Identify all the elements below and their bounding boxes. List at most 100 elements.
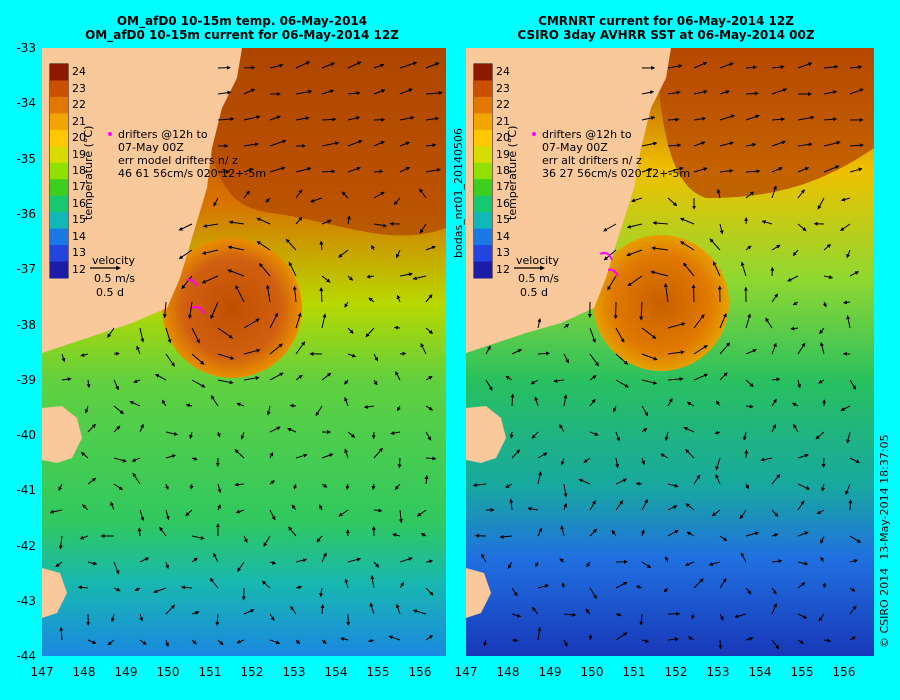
current-arrow (370, 575, 375, 589)
current-arrow (373, 140, 385, 147)
current-arrow (165, 353, 175, 367)
current-arrow (693, 89, 708, 95)
current-arrow (578, 478, 591, 485)
longitude-tick-label: 147 (30, 665, 54, 679)
current-arrow (390, 431, 401, 436)
current-arrow (771, 88, 788, 95)
current-arrow (399, 557, 413, 563)
current-arrow (816, 509, 825, 515)
current-arrow (667, 143, 682, 148)
current-arrow (425, 635, 434, 641)
current-arrow (363, 404, 375, 409)
current-arrow (256, 241, 271, 251)
current-arrow (760, 457, 773, 462)
colorbar-tick-label: 14 (72, 229, 86, 243)
current-arrow (243, 65, 256, 70)
current-arrow (641, 561, 652, 569)
colorbar-swatch (474, 80, 492, 98)
colorbar-tick-label: 18 (72, 164, 86, 177)
current-arrow (691, 284, 696, 303)
current-arrow (365, 327, 375, 338)
current-arrow (718, 639, 723, 650)
current-arrow (185, 403, 193, 408)
current-arrow (131, 457, 141, 462)
colorbar-tick-label: 22 (72, 98, 86, 112)
colorbar-swatch (50, 195, 68, 213)
timestamp-text: 13-May-2014 18:37:05 (878, 434, 891, 560)
current-arrow (745, 483, 749, 490)
current-arrow (823, 64, 839, 69)
current-arrow (849, 65, 863, 70)
current-arrow (425, 294, 433, 303)
current-arrow (113, 587, 121, 592)
current-arrow (344, 301, 349, 308)
current-arrow (136, 345, 141, 355)
current-arrow (745, 313, 752, 329)
colorbar-swatch (474, 162, 492, 180)
current-arrow (399, 115, 415, 121)
latitude-tick-label: -44 (16, 649, 36, 664)
current-arrow (347, 61, 362, 69)
current-arrow (537, 452, 548, 459)
current-arrow (213, 197, 219, 207)
left-title-line1: OM_afD0 10-15m temp. 06-May-2014 (116, 14, 368, 28)
land-tasmania-coast (42, 568, 67, 618)
current-arrow (315, 405, 323, 417)
current-arrow (373, 353, 379, 362)
current-arrow (650, 270, 669, 277)
current-arrow (771, 342, 777, 355)
warm-water-tongue (202, 48, 446, 236)
current-arrow (685, 503, 695, 511)
current-arrow (396, 249, 401, 259)
current-arrow (340, 637, 349, 641)
current-arrow (58, 483, 63, 492)
current-arrow (399, 581, 405, 589)
longitude-tick-label: 152 (664, 665, 688, 679)
current-arrow (217, 353, 235, 360)
current-arrow (667, 376, 684, 381)
current-arrow (660, 453, 669, 459)
current-arrow (191, 379, 206, 388)
current-arrow (347, 327, 354, 334)
current-arrow (846, 249, 851, 259)
current-arrow (373, 508, 383, 513)
current-arrow (227, 245, 245, 251)
current-arrow (505, 375, 513, 381)
current-arrow (691, 613, 696, 620)
current-arrow (693, 474, 701, 485)
current-arrow (641, 428, 648, 433)
current-arrow (165, 509, 170, 520)
current-arrow (820, 535, 825, 544)
current-arrow (87, 423, 96, 433)
current-arrow (821, 457, 826, 468)
colorbar-tick-label: 18 (496, 164, 510, 177)
current-arrow (243, 348, 261, 355)
current-arrow (159, 526, 167, 537)
colorbar-tick-label: 13 (496, 246, 510, 260)
current-arrow (822, 582, 827, 589)
current-arrow (664, 431, 669, 441)
current-arrow (369, 602, 375, 615)
longitude-tick-label: 156 (832, 665, 856, 679)
current-arrow (745, 114, 760, 121)
left-velocity-speed: 0.5 m/s (94, 272, 136, 285)
current-arrow (319, 287, 324, 303)
current-arrow (797, 613, 808, 619)
current-arrow (845, 483, 851, 496)
current-arrow (687, 636, 695, 641)
current-arrow (319, 587, 324, 598)
current-arrow (641, 167, 653, 173)
colorbar (474, 64, 492, 279)
current-arrow (425, 376, 433, 381)
current-arrow (641, 498, 648, 511)
current-arrow (511, 638, 519, 643)
current-arrow (129, 400, 141, 407)
current-arrow (797, 62, 813, 69)
current-arrow (165, 431, 179, 436)
current-arrow (635, 481, 643, 486)
current-arrow (641, 116, 656, 121)
current-arrow (344, 379, 349, 385)
current-arrow (310, 197, 323, 203)
current-arrow (79, 535, 89, 540)
current-arrow (107, 639, 115, 646)
